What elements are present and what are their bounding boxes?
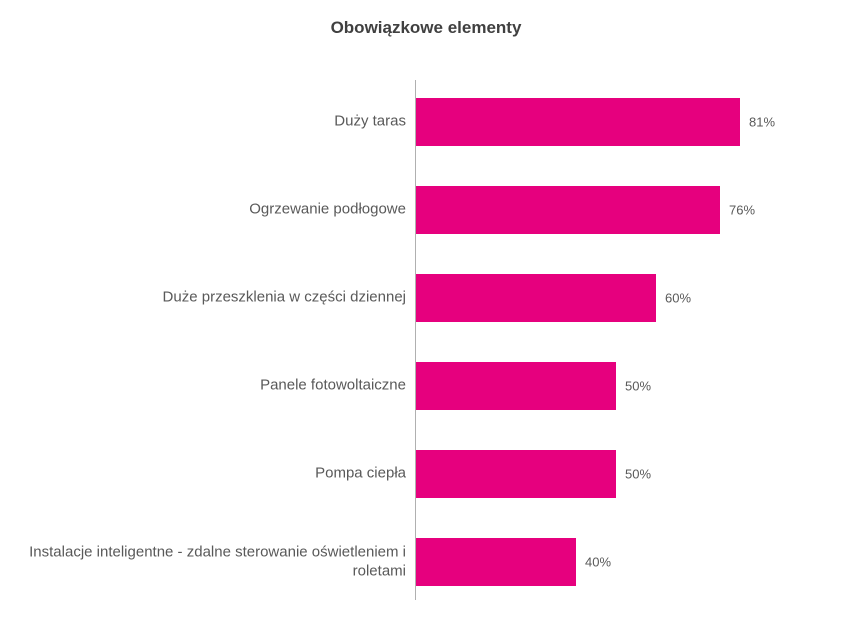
value-label: 60% [665,291,691,306]
bar [416,98,740,146]
value-label: 40% [585,555,611,570]
bar [416,186,720,234]
bar-chart: Obowiązkowe elementy Duży taras Ogrzewan… [0,0,852,624]
chart-title: Obowiązkowe elementy [0,18,852,38]
category-label: Instalacje inteligentne - zdalne sterowa… [6,543,406,581]
value-label: 50% [625,467,651,482]
bar [416,274,656,322]
plot-area [415,80,816,600]
bar [416,538,576,586]
value-label: 76% [729,203,755,218]
value-label: 81% [749,115,775,130]
bar [416,362,616,410]
category-label: Panele fotowoltaiczne [6,377,406,396]
bar [416,450,616,498]
category-label: Pompa ciepła [6,465,406,484]
category-label: Duży taras [6,113,406,132]
value-label: 50% [625,379,651,394]
category-label: Ogrzewanie podłogowe [6,201,406,220]
category-label: Duże przeszklenia w części dziennej [6,289,406,308]
